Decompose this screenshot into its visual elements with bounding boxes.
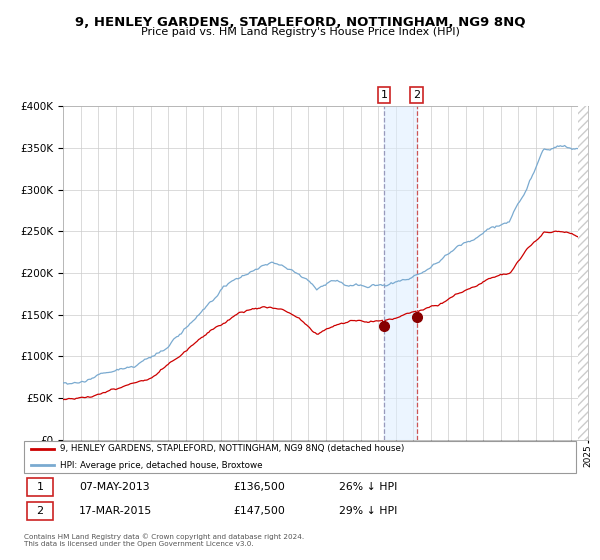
Text: 29% ↓ HPI: 29% ↓ HPI [338, 506, 397, 516]
Bar [384, 106, 416, 440]
FancyBboxPatch shape [27, 502, 53, 520]
Text: 9, HENLEY GARDENS, STAPLEFORD, NOTTINGHAM, NG9 8NQ (detached house): 9, HENLEY GARDENS, STAPLEFORD, NOTTINGHA… [60, 444, 404, 454]
Text: 07-MAY-2013: 07-MAY-2013 [79, 482, 150, 492]
Text: 2: 2 [37, 506, 44, 516]
Text: 2: 2 [413, 90, 420, 100]
Text: HPI: Average price, detached house, Broxtowe: HPI: Average price, detached house, Brox… [60, 460, 262, 470]
Text: Price paid vs. HM Land Registry's House Price Index (HPI): Price paid vs. HM Land Registry's House … [140, 27, 460, 37]
Text: 9, HENLEY GARDENS, STAPLEFORD, NOTTINGHAM, NG9 8NQ: 9, HENLEY GARDENS, STAPLEFORD, NOTTINGHA… [75, 16, 525, 29]
Text: Contains HM Land Registry data © Crown copyright and database right 2024.
This d: Contains HM Land Registry data © Crown c… [24, 533, 304, 547]
Text: 1: 1 [37, 482, 44, 492]
Text: 17-MAR-2015: 17-MAR-2015 [79, 506, 152, 516]
Text: £147,500: £147,500 [234, 506, 286, 516]
FancyBboxPatch shape [24, 441, 576, 473]
FancyBboxPatch shape [27, 478, 53, 496]
Text: 26% ↓ HPI: 26% ↓ HPI [338, 482, 397, 492]
Text: £136,500: £136,500 [234, 482, 286, 492]
Text: 1: 1 [380, 90, 388, 100]
